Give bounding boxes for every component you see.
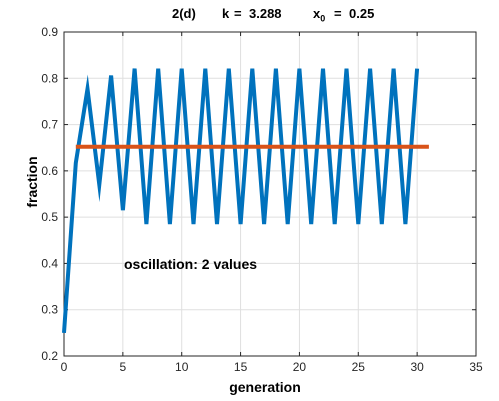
series-lines	[62, 68, 429, 334]
x-tick-label: 20	[293, 360, 307, 374]
tick-labels: 0 5 10 15 20 25 30 35 0.2 0.3 0.4 0.5 0.6 0.7 0.8 0.9	[41, 25, 483, 374]
y-axis-label: fraction	[24, 156, 40, 208]
y-tick-label: 0.8	[41, 71, 58, 85]
y-tick-label: 0.5	[41, 210, 58, 224]
series-line-oscillation	[62, 68, 420, 334]
chart-title-label: 2(d)	[172, 6, 196, 21]
x-tick-label: 5	[120, 360, 127, 374]
x0-symbol: x	[313, 6, 321, 21]
x-tick-label: 0	[61, 360, 68, 374]
x-tick-label: 35	[469, 360, 483, 374]
x-tick-label: 30	[410, 360, 424, 374]
y-tick-label: 0.2	[41, 349, 58, 363]
x-tick-label: 25	[352, 360, 366, 374]
chart-title-x0-value: 0.25	[349, 6, 375, 21]
x-tick-label: 15	[234, 360, 248, 374]
chart-title-x0: x0	[313, 6, 325, 24]
y-tick-label: 0.4	[41, 256, 58, 270]
plot-frame	[63, 31, 477, 357]
y-tick-label: 0.7	[41, 118, 58, 132]
chart-title-equals-1: =	[234, 6, 242, 21]
x-axis-label: generation	[229, 379, 301, 395]
chart-title-k-label: k	[222, 6, 230, 21]
chart-title-k-value: 3.288	[249, 6, 282, 21]
y-tick-label: 0.9	[41, 25, 58, 39]
x0-subscript: 0	[320, 13, 326, 24]
chart-annotation: oscillation: 2 values	[124, 256, 258, 272]
x-tick-label: 10	[175, 360, 189, 374]
y-tick-label: 0.3	[41, 303, 58, 317]
chart-title-equals-2: =	[334, 6, 342, 21]
y-tick-label: 0.6	[41, 164, 58, 178]
